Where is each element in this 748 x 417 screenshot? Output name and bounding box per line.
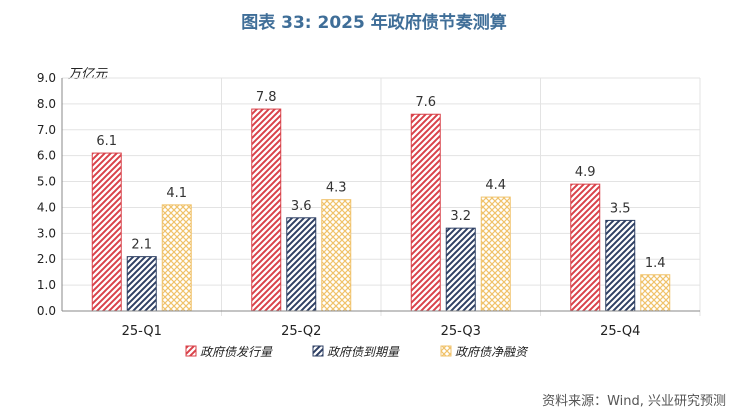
legend-swatch [185, 345, 197, 357]
y-tick-label: 9.0 [37, 71, 56, 85]
bar [286, 217, 317, 312]
axis-layer: 0.0 1.0 2.0 3.0 4.0 5.0 6.0 7.0 8.0 9.0 25-Q1 25-Q2… [37, 71, 700, 339]
data-label: 4.3 [326, 181, 347, 196]
legend: 政府债发行量 政府债到期量 政府债净融资 [185, 345, 529, 359]
bar [321, 199, 352, 312]
grid-layer [62, 77, 701, 316]
data-label: 4.1 [166, 186, 187, 201]
bar [251, 108, 282, 312]
legend-swatch [312, 345, 324, 357]
data-label: 3.2 [450, 209, 471, 224]
y-tick-label: 2.0 [37, 252, 56, 266]
bar [605, 219, 636, 312]
source-note: 资料来源：Wind, 兴业研究预测 [542, 394, 726, 409]
y-tick-label: 3.0 [37, 226, 56, 240]
y-tick-label: 8.0 [37, 97, 56, 111]
x-tick-label: 25-Q4 [600, 324, 640, 339]
data-label: 2.1 [131, 238, 152, 253]
bar [445, 227, 476, 312]
legend-label: 政府债到期量 [327, 345, 400, 359]
y-tick-label: 5.0 [37, 175, 56, 189]
data-label: 4.9 [575, 165, 596, 180]
bar [91, 152, 122, 312]
data-label: 3.5 [610, 201, 631, 216]
legend-swatch [440, 345, 452, 357]
x-tick-label: 25-Q3 [441, 324, 481, 339]
data-label: 6.1 [96, 134, 117, 149]
y-tick-label: 0.0 [37, 304, 56, 318]
x-tick-label: 25-Q1 [122, 324, 162, 339]
y-tick-label: 4.0 [37, 200, 56, 214]
data-label: 7.6 [415, 95, 436, 110]
data-label: 7.8 [256, 90, 277, 105]
y-tick-label: 6.0 [37, 149, 56, 163]
y-unit-label: 万亿元 [68, 67, 108, 82]
y-tick-label: 1.0 [37, 278, 56, 292]
bar [640, 274, 671, 312]
y-tick-label: 7.0 [37, 123, 56, 137]
bar [161, 204, 192, 312]
data-label: 3.6 [291, 199, 312, 214]
bar-layer: 6.1 2.1 4.1 7.8 3.6 4.3 7.6 3.2 4.4 4.9 3.5 1.4 [91, 90, 671, 312]
bar [126, 256, 157, 312]
chart-title: 图表 33: 2025 年政府债节奏测算 [241, 13, 507, 33]
data-label: 4.4 [485, 178, 506, 193]
legend-label: 政府债发行量 [200, 345, 273, 359]
bar [480, 196, 511, 312]
bar [410, 113, 441, 312]
data-label: 1.4 [645, 256, 666, 271]
x-tick-label: 25-Q2 [281, 324, 321, 339]
legend-label: 政府债净融资 [455, 345, 529, 359]
bar [570, 183, 601, 312]
